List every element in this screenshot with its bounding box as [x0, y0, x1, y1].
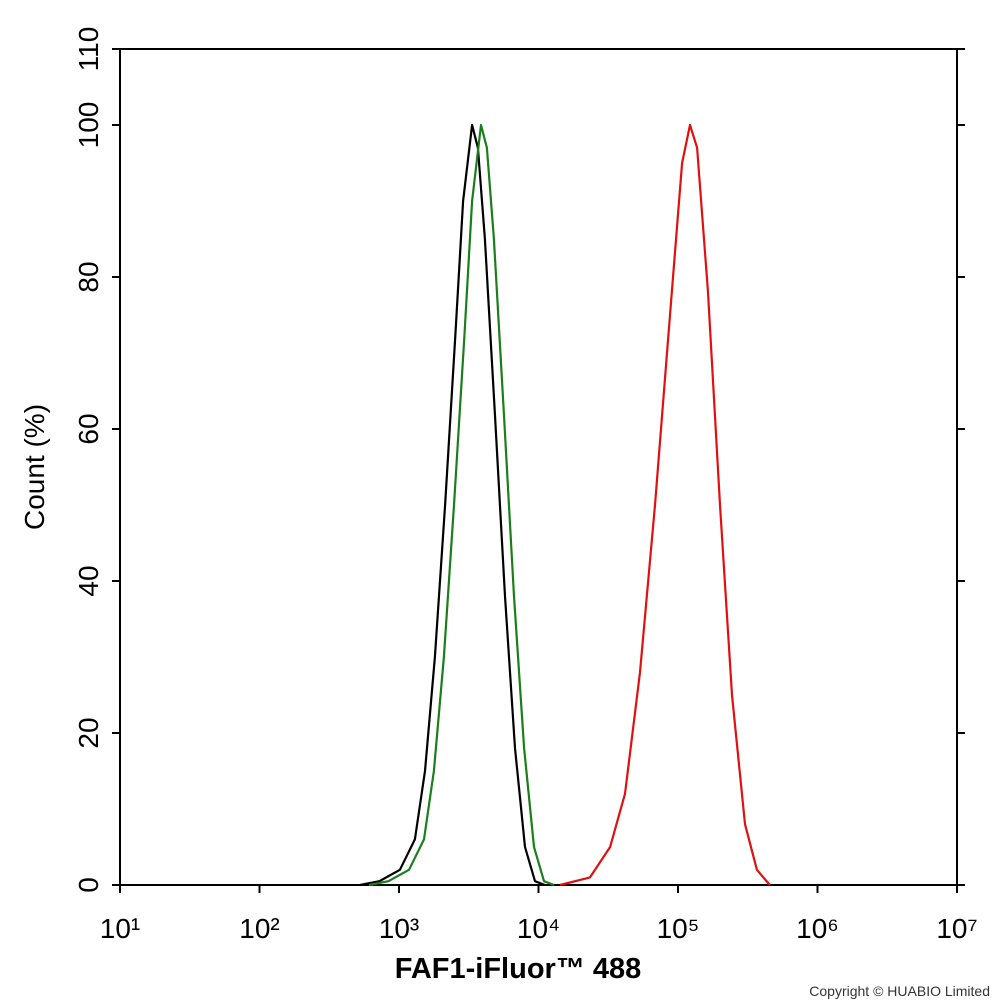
x-tick-label: 10⁷ [936, 913, 977, 944]
x-axis-label: FAF1-iFluor™ 488 [395, 953, 642, 985]
y-axis-label: Count (%) [19, 404, 50, 530]
plot-frame [119, 48, 958, 886]
x-tick-label: 10² [239, 913, 279, 944]
histogram-line [559, 123, 771, 887]
y-tick-label: 40 [73, 565, 104, 596]
y-tick-label: 80 [73, 261, 104, 292]
copyright: Copyright © HUABIO Limited [809, 983, 990, 999]
x-tick-label: 10⁵ [657, 913, 700, 944]
y-tick-label: 100 [73, 102, 104, 149]
x-tick-label: 10⁴ [517, 913, 560, 944]
x-tick-label: 10¹ [100, 913, 140, 944]
histogram-line [359, 123, 546, 887]
histogram-line [368, 123, 555, 887]
x-tick-label: 10³ [379, 913, 419, 944]
y-tick-label: 110 [73, 27, 104, 72]
y-tick-label: 0 [73, 877, 104, 893]
y-tick-label: 60 [73, 413, 104, 444]
x-tick-label: 10⁶ [796, 913, 839, 944]
y-tick-label: 20 [73, 717, 104, 748]
